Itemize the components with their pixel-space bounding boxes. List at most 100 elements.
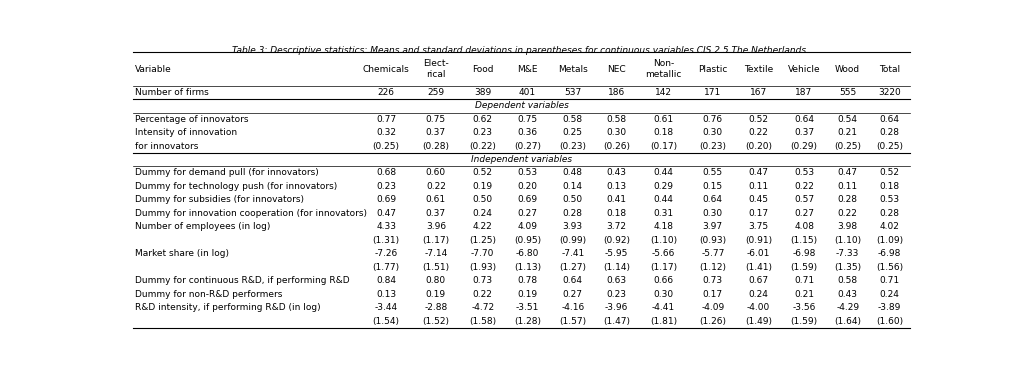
Text: 3.72: 3.72 xyxy=(607,222,626,231)
Text: 0.21: 0.21 xyxy=(794,290,814,299)
Text: (0.26): (0.26) xyxy=(603,142,630,151)
Text: 0.27: 0.27 xyxy=(518,209,538,218)
Text: Variable: Variable xyxy=(136,64,172,74)
Text: 0.50: 0.50 xyxy=(562,195,582,204)
Text: 389: 389 xyxy=(474,88,491,97)
Text: 3.98: 3.98 xyxy=(838,222,858,231)
Text: 0.75: 0.75 xyxy=(518,115,538,124)
Text: M&E: M&E xyxy=(518,64,538,74)
Text: (1.57): (1.57) xyxy=(559,317,587,326)
Text: 0.64: 0.64 xyxy=(794,115,814,124)
Text: 0.57: 0.57 xyxy=(794,195,814,204)
Text: for innovators: for innovators xyxy=(136,142,199,151)
Text: (0.27): (0.27) xyxy=(514,142,541,151)
Text: 0.66: 0.66 xyxy=(653,276,674,285)
Text: 0.18: 0.18 xyxy=(879,182,900,191)
Text: 0.80: 0.80 xyxy=(425,276,446,285)
Text: 0.53: 0.53 xyxy=(794,168,814,178)
Text: (1.49): (1.49) xyxy=(745,317,772,326)
Text: 0.17: 0.17 xyxy=(703,290,723,299)
Text: 4.33: 4.33 xyxy=(376,222,396,231)
Text: -3.89: -3.89 xyxy=(877,303,901,312)
Text: 0.47: 0.47 xyxy=(376,209,396,218)
Text: -7.33: -7.33 xyxy=(836,249,859,258)
Text: -6.98: -6.98 xyxy=(877,249,901,258)
Text: 0.53: 0.53 xyxy=(518,168,538,178)
Text: Dummy for non-R&D performers: Dummy for non-R&D performers xyxy=(136,290,283,299)
Text: 0.58: 0.58 xyxy=(838,276,858,285)
Text: Dummy for subsidies (for innovators): Dummy for subsidies (for innovators) xyxy=(136,195,304,204)
Text: 0.54: 0.54 xyxy=(838,115,858,124)
Text: (1.64): (1.64) xyxy=(834,317,861,326)
Text: (1.26): (1.26) xyxy=(699,317,726,326)
Text: Intensity of innovation: Intensity of innovation xyxy=(136,128,237,137)
Text: 0.21: 0.21 xyxy=(838,128,858,137)
Text: 0.32: 0.32 xyxy=(376,128,396,137)
Text: Dependent variables: Dependent variables xyxy=(474,101,568,110)
Text: 0.43: 0.43 xyxy=(607,168,626,178)
Text: -5.95: -5.95 xyxy=(605,249,628,258)
Text: Metals: Metals xyxy=(558,64,588,74)
Text: (1.10): (1.10) xyxy=(834,236,861,245)
Text: -4.09: -4.09 xyxy=(701,303,724,312)
Text: -5.66: -5.66 xyxy=(652,249,676,258)
Text: 0.58: 0.58 xyxy=(607,115,626,124)
Text: Table 3: Descriptive statistics: Means and standard deviations in parentheses fo: Table 3: Descriptive statistics: Means a… xyxy=(232,46,806,55)
Text: Dummy for innovation cooperation (for innovators): Dummy for innovation cooperation (for in… xyxy=(136,209,368,218)
Text: -5.77: -5.77 xyxy=(701,249,724,258)
Text: 0.23: 0.23 xyxy=(376,182,396,191)
Text: (0.91): (0.91) xyxy=(745,236,772,245)
Text: 0.23: 0.23 xyxy=(473,128,492,137)
Text: 0.58: 0.58 xyxy=(562,115,582,124)
Text: Independent variables: Independent variables xyxy=(471,155,572,164)
Text: 0.15: 0.15 xyxy=(703,182,723,191)
Text: 0.28: 0.28 xyxy=(838,195,858,204)
Text: (0.25): (0.25) xyxy=(834,142,861,151)
Text: 0.53: 0.53 xyxy=(879,195,900,204)
Text: 4.09: 4.09 xyxy=(518,222,538,231)
Text: 0.31: 0.31 xyxy=(653,209,674,218)
Text: -3.56: -3.56 xyxy=(792,303,815,312)
Text: -4.72: -4.72 xyxy=(471,303,494,312)
Text: 0.30: 0.30 xyxy=(703,128,723,137)
Text: (1.59): (1.59) xyxy=(790,317,817,326)
Text: 0.55: 0.55 xyxy=(703,168,723,178)
Text: R&D intensity, if performing R&D (in log): R&D intensity, if performing R&D (in log… xyxy=(136,303,321,312)
Text: -7.14: -7.14 xyxy=(424,249,448,258)
Text: Number of firms: Number of firms xyxy=(136,88,209,97)
Text: 3.97: 3.97 xyxy=(703,222,723,231)
Text: 4.08: 4.08 xyxy=(794,222,814,231)
Text: 259: 259 xyxy=(427,88,445,97)
Text: (1.09): (1.09) xyxy=(876,236,903,245)
Text: 0.17: 0.17 xyxy=(749,209,769,218)
Text: -4.41: -4.41 xyxy=(652,303,675,312)
Text: Wood: Wood xyxy=(835,64,860,74)
Text: 0.23: 0.23 xyxy=(607,290,626,299)
Text: 0.52: 0.52 xyxy=(749,115,769,124)
Text: Market share (in log): Market share (in log) xyxy=(136,249,229,258)
Text: 537: 537 xyxy=(564,88,581,97)
Text: (0.93): (0.93) xyxy=(699,236,726,245)
Text: (1.14): (1.14) xyxy=(603,263,630,272)
Text: 0.77: 0.77 xyxy=(376,115,396,124)
Text: 555: 555 xyxy=(839,88,856,97)
Text: 0.43: 0.43 xyxy=(838,290,858,299)
Text: 0.30: 0.30 xyxy=(607,128,626,137)
Text: (1.13): (1.13) xyxy=(514,263,541,272)
Text: 0.24: 0.24 xyxy=(879,290,900,299)
Text: Percentage of innovators: Percentage of innovators xyxy=(136,115,249,124)
Text: (1.35): (1.35) xyxy=(834,263,861,272)
Text: -2.88: -2.88 xyxy=(424,303,448,312)
Text: 186: 186 xyxy=(608,88,625,97)
Text: (1.47): (1.47) xyxy=(603,317,630,326)
Text: (0.28): (0.28) xyxy=(422,142,450,151)
Text: 4.02: 4.02 xyxy=(879,222,900,231)
Text: 0.25: 0.25 xyxy=(563,128,582,137)
Text: 0.48: 0.48 xyxy=(563,168,582,178)
Text: 0.60: 0.60 xyxy=(425,168,446,178)
Text: (1.27): (1.27) xyxy=(559,263,587,272)
Text: 0.28: 0.28 xyxy=(879,128,900,137)
Text: 0.18: 0.18 xyxy=(607,209,626,218)
Text: NEC: NEC xyxy=(607,64,626,74)
Text: 0.22: 0.22 xyxy=(473,290,492,299)
